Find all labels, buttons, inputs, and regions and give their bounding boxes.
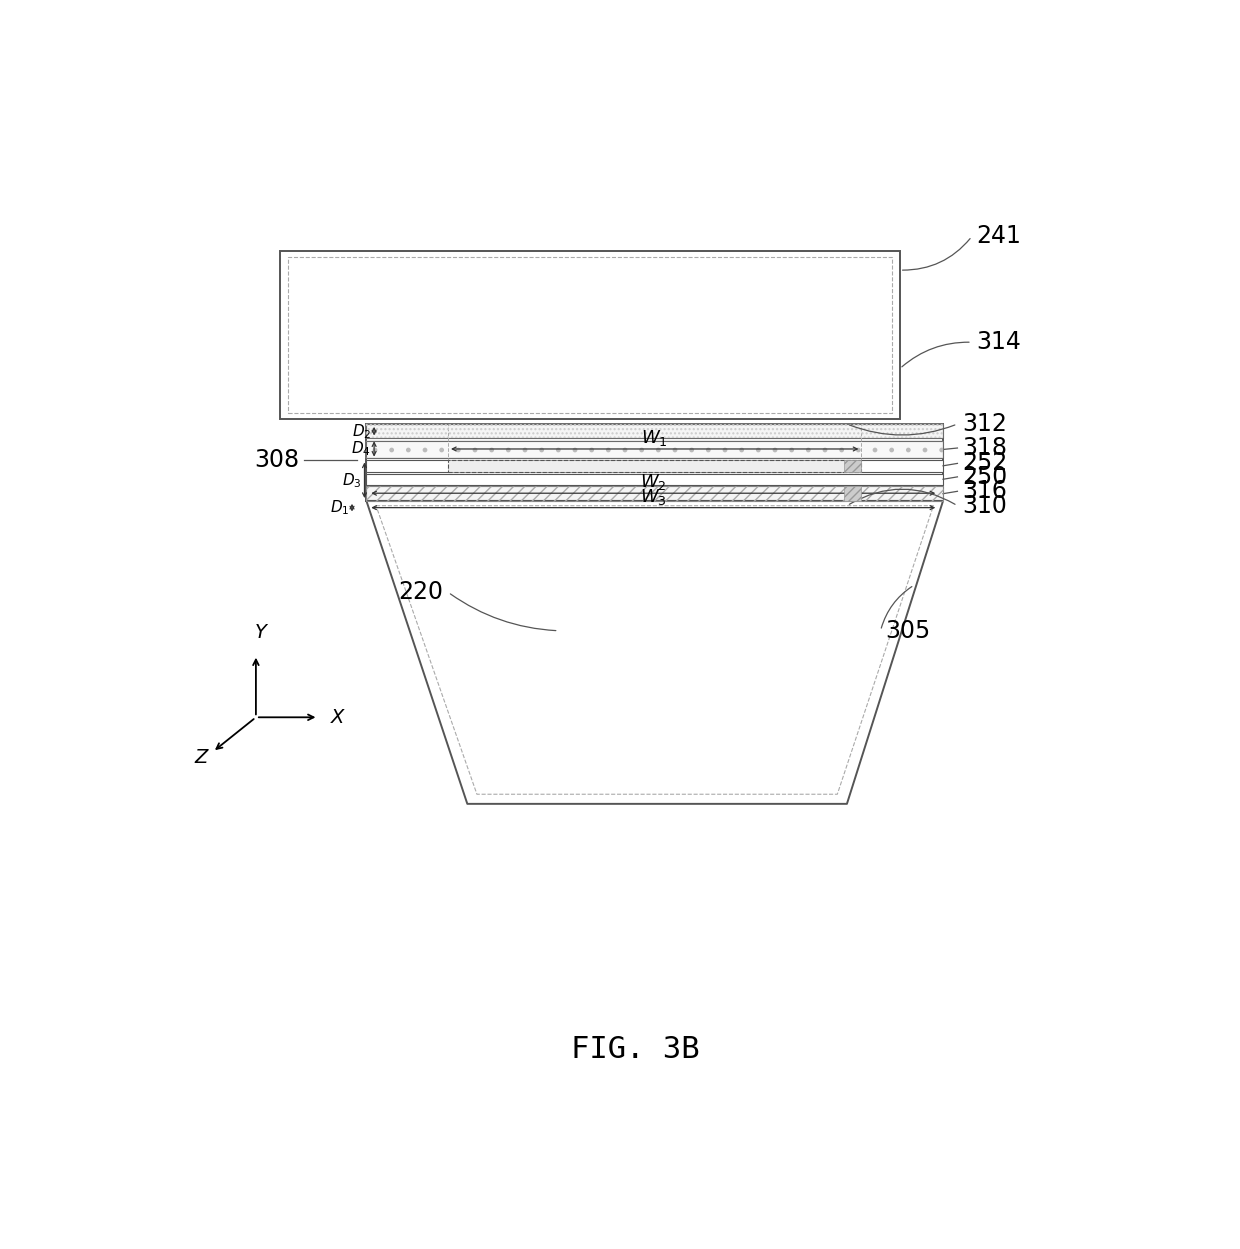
Text: $D_4$: $D_4$ [351, 440, 371, 458]
Text: FIG. 3B: FIG. 3B [572, 1034, 699, 1064]
Bar [367, 441, 942, 457]
Text: 318: 318 [962, 436, 1007, 460]
Bar [367, 460, 942, 472]
Text: Z: Z [195, 748, 208, 767]
Text: $W_1$: $W_1$ [641, 428, 668, 448]
Bar [367, 486, 942, 501]
Bar [367, 486, 942, 501]
Text: 310: 310 [962, 493, 1007, 518]
Bar [288, 256, 892, 413]
Text: 305: 305 [885, 618, 930, 643]
Text: 250: 250 [962, 465, 1007, 488]
Text: $D_3$: $D_3$ [342, 471, 362, 490]
Bar [367, 473, 942, 485]
Text: 220: 220 [398, 581, 444, 605]
Text: $W_3$: $W_3$ [640, 487, 667, 507]
Text: $D_2$: $D_2$ [352, 422, 371, 441]
Bar [367, 423, 942, 438]
Bar [844, 486, 862, 501]
Bar [448, 460, 862, 472]
Text: 312: 312 [962, 412, 1007, 436]
Bar [844, 460, 862, 472]
Text: $W_2$: $W_2$ [640, 472, 667, 492]
Bar [367, 423, 942, 501]
Text: 241: 241 [977, 225, 1022, 249]
Text: 316: 316 [962, 480, 1007, 503]
Bar [367, 423, 942, 438]
Text: 308: 308 [254, 447, 299, 472]
Text: Y: Y [254, 623, 267, 642]
Text: 252: 252 [962, 451, 1007, 476]
Text: X: X [331, 708, 345, 727]
Text: 314: 314 [977, 330, 1022, 355]
Bar [280, 251, 900, 420]
Bar [367, 441, 942, 457]
Text: $D_1$: $D_1$ [330, 498, 350, 517]
